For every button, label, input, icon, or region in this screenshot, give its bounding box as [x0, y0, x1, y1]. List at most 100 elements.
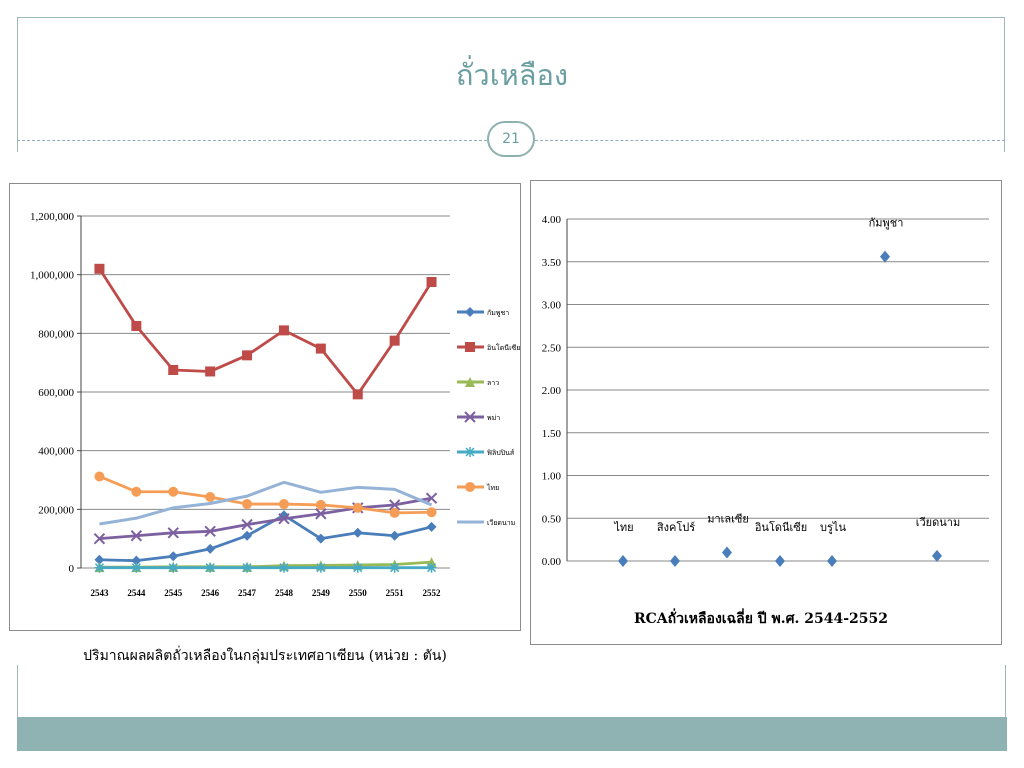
data-point	[94, 263, 105, 274]
point-label: เวียดนาม	[916, 516, 960, 529]
x-tick-label: 2550	[349, 588, 368, 598]
x-tick-label: 2544	[127, 588, 146, 598]
data-point	[168, 365, 179, 375]
data-point	[389, 530, 400, 541]
legend-label: ไทย	[486, 483, 499, 492]
data-point	[315, 533, 326, 544]
data-point	[426, 562, 437, 573]
data-point	[167, 527, 179, 539]
data-point	[932, 549, 942, 562]
point-label: ไทย	[613, 521, 633, 534]
data-point	[278, 499, 289, 510]
data-point	[426, 277, 437, 287]
data-point	[94, 471, 105, 482]
data-point	[618, 555, 628, 567]
divider-line-left	[17, 140, 487, 141]
series-line	[99, 496, 432, 541]
legend-label: พม่า	[487, 414, 500, 422]
data-point	[131, 321, 142, 331]
x-tick-label: 2548	[275, 588, 294, 598]
data-point	[204, 525, 216, 538]
data-point	[722, 546, 732, 559]
legend-marker	[465, 342, 475, 352]
x-tick-label: 2551	[386, 588, 405, 598]
data-point	[315, 508, 327, 520]
legend-label: ลาว	[487, 379, 499, 387]
slide-frame-right	[1005, 665, 1006, 717]
y-tick-label: 1,000,000	[30, 270, 75, 282]
data-point	[315, 343, 326, 354]
divider-line-right	[535, 140, 1005, 141]
data-point	[131, 555, 142, 566]
point-label: สิงคโปร์	[657, 520, 696, 534]
legend-marker	[465, 447, 475, 457]
data-point	[242, 499, 253, 510]
data-point	[168, 486, 179, 497]
data-point	[775, 555, 785, 567]
point-label: มาเลเซีย	[707, 512, 749, 525]
x-tick-label: 2546	[201, 588, 220, 598]
y-tick-label: 0	[69, 563, 75, 575]
legend-marker	[465, 377, 475, 387]
data-point	[94, 562, 105, 573]
data-point	[352, 389, 363, 400]
data-point	[205, 543, 216, 554]
page-number: 21	[487, 121, 535, 157]
data-point	[130, 530, 143, 542]
legend-marker	[465, 482, 475, 492]
data-point	[352, 502, 363, 513]
data-point	[242, 562, 253, 573]
data-point	[93, 532, 106, 545]
legend-label: ฟิลิปปินส์	[487, 449, 515, 457]
data-point	[315, 499, 326, 510]
data-point	[278, 325, 289, 336]
y-tick-label: 2.50	[542, 342, 562, 354]
x-tick-label: 2549	[312, 588, 331, 598]
slide-frame-left	[17, 665, 18, 717]
point-label: อินโดนีเซีย	[754, 520, 807, 534]
series-line	[99, 480, 433, 526]
y-tick-label: 1,200,000	[30, 211, 75, 223]
data-point	[205, 492, 216, 503]
data-point	[242, 530, 253, 541]
data-point	[94, 554, 105, 565]
y-tick-label: 0.00	[542, 556, 562, 568]
production-chart: 0 200,000 400,000 600,000 800,000 1,000,000 1,…	[9, 183, 521, 631]
data-point	[131, 562, 142, 573]
data-point	[205, 366, 216, 377]
data-point	[425, 492, 438, 504]
y-tick-label: 400,000	[38, 446, 74, 458]
data-point	[278, 513, 290, 525]
series-line	[99, 513, 432, 563]
data-point	[426, 507, 437, 518]
series-line	[98, 475, 432, 515]
data-point	[389, 562, 400, 573]
slide-frame-top	[17, 17, 1005, 152]
legend-label: เวียดนาม	[487, 519, 515, 527]
data-point	[670, 555, 680, 567]
data-point	[827, 555, 837, 567]
legend-label: กัมพูชา	[487, 309, 509, 317]
data-point	[352, 527, 363, 538]
x-tick-label: 2543	[90, 588, 109, 598]
footer-band	[17, 717, 1007, 751]
data-point	[131, 486, 142, 497]
y-tick-label: 1.00	[542, 471, 562, 483]
data-point	[278, 562, 289, 573]
data-point	[168, 551, 179, 562]
rca-chart-title: RCAถั่วเหลืองเฉลี่ย ปี พ.ศ. 2544-2552	[634, 608, 888, 627]
point-label: กัมพูชา	[869, 218, 904, 230]
data-point	[241, 518, 253, 531]
y-tick-label: 800,000	[38, 328, 74, 340]
legend-label: อินโดนีเซีย	[487, 343, 520, 352]
y-tick-label: 2.00	[542, 385, 562, 397]
x-tick-label: 2547	[238, 588, 256, 598]
x-tick-label: 2552	[423, 588, 442, 598]
data-point	[242, 350, 253, 361]
data-point	[388, 499, 401, 511]
y-tick-label: 1.50	[542, 428, 562, 440]
data-point	[205, 562, 216, 573]
y-tick-label: 4.00	[542, 214, 562, 226]
slide-title: ถั่วเหลือง	[455, 58, 569, 92]
rca-chart: 0.00 0.50 1.00 1.50 2.00 2.50 3.00 3.50 4.00 ไทย ส…	[530, 180, 1002, 645]
